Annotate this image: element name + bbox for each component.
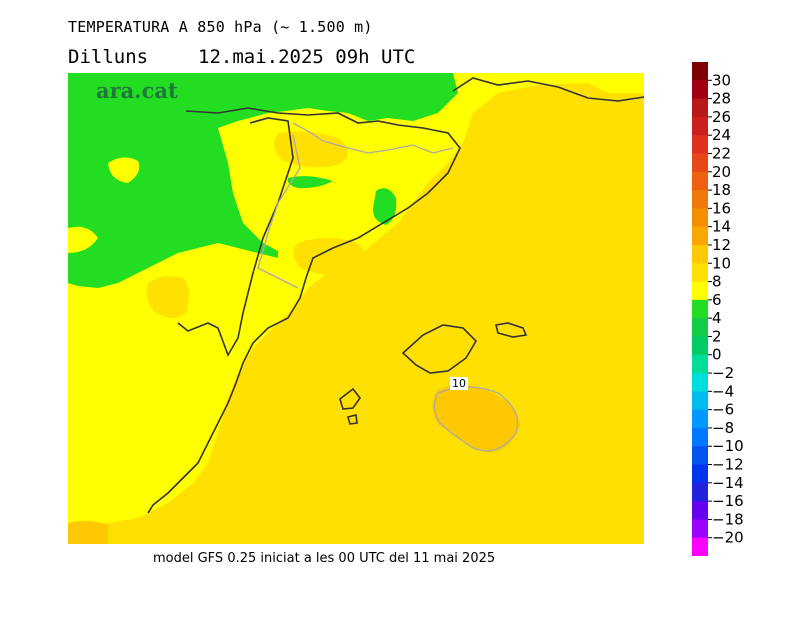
boundary-group xyxy=(257,122,519,452)
legend-swatch xyxy=(692,153,708,173)
legend-swatch xyxy=(692,171,708,191)
legend-label: 14 xyxy=(712,218,731,236)
coastline-group xyxy=(147,77,644,514)
legend-swatch xyxy=(692,244,708,264)
legend-label: −14 xyxy=(712,474,744,492)
legend-swatch xyxy=(692,501,708,520)
contour-label: 10 xyxy=(450,377,468,390)
legend-swatch xyxy=(692,373,708,392)
legend-swatch xyxy=(692,464,708,484)
boundary-line xyxy=(292,122,454,154)
legend-swatch xyxy=(692,336,708,356)
legend-label: 8 xyxy=(712,273,722,291)
legend-label: −6 xyxy=(712,401,734,419)
color-legend: 302826242220181614121086420−2−4−6−8−10−1… xyxy=(692,62,744,556)
legend-label: 24 xyxy=(712,126,731,144)
chart-subtitle: Dilluns 12.mai.2025 09h UTC xyxy=(68,46,415,68)
island-ibiza xyxy=(339,387,361,410)
legend-label: −4 xyxy=(712,382,734,400)
legend-swatch xyxy=(692,318,708,337)
legend-label: 0 xyxy=(712,346,722,364)
legend-label: 6 xyxy=(712,291,722,309)
legend-swatch xyxy=(692,263,708,283)
legend-swatch xyxy=(692,116,708,136)
legend-label: −18 xyxy=(712,510,744,528)
field-orange-patch xyxy=(432,384,520,453)
field-green-region xyxy=(68,73,458,288)
legend-swatch xyxy=(692,226,708,246)
coastline xyxy=(147,107,461,514)
coastline xyxy=(452,77,644,102)
field-green-patch xyxy=(287,176,333,189)
field-yellow-patch xyxy=(68,226,98,253)
datetime-label: 12.mai.2025 09h UTC xyxy=(198,46,416,68)
legend-label: 30 xyxy=(712,71,731,89)
legend-label: 2 xyxy=(712,327,722,345)
temperature-map xyxy=(68,73,644,544)
legend-label: −2 xyxy=(712,364,734,382)
legend-swatch xyxy=(692,135,708,154)
chart-title: TEMPERATURA A 850 hPa (~ 1.500 m) xyxy=(68,18,373,36)
legend-label: 16 xyxy=(712,199,731,217)
border-line xyxy=(177,117,294,357)
contour-line xyxy=(433,386,519,452)
brand-logo: ara.cat xyxy=(96,78,178,103)
legend-swatch xyxy=(692,409,708,429)
field-gold-patch xyxy=(146,276,189,318)
legend-swatch xyxy=(692,190,708,209)
legend-label: 12 xyxy=(712,236,731,254)
legend-label: 20 xyxy=(712,163,731,181)
legend-swatch xyxy=(692,208,708,228)
footer-note: model GFS 0.25 iniciat a les 00 UTC del … xyxy=(153,551,496,566)
legend-label: −8 xyxy=(712,419,734,437)
legend-label: 18 xyxy=(712,181,731,199)
day-label: Dilluns xyxy=(68,46,149,68)
legend-label: 22 xyxy=(712,144,731,162)
legend-label: −10 xyxy=(712,437,744,455)
legend-swatch xyxy=(692,519,708,539)
island-menorca xyxy=(495,322,528,338)
legend-swatch xyxy=(692,446,708,466)
legend-swatch xyxy=(692,391,708,411)
boundary-line xyxy=(257,134,301,289)
field-orange-patch xyxy=(68,520,108,544)
legend-label: 4 xyxy=(712,309,722,327)
field-yellow-patch xyxy=(108,157,140,183)
legend-swatch xyxy=(692,537,708,556)
legend-swatch xyxy=(692,281,708,301)
legend-label: −16 xyxy=(712,492,744,510)
legend-label: −12 xyxy=(712,456,744,474)
legend-swatch xyxy=(692,354,708,374)
legend-swatch xyxy=(692,62,708,81)
field-gold-patch xyxy=(293,238,368,275)
legend-swatch xyxy=(692,299,708,319)
legend-swatch xyxy=(692,482,708,502)
legend-labels: 302826242220181614121086420−2−4−6−8−10−1… xyxy=(708,71,744,547)
legend-swatch xyxy=(692,80,708,100)
legend-label: 26 xyxy=(712,108,731,126)
legend-swatches xyxy=(692,62,708,556)
legend-label: 10 xyxy=(712,254,731,272)
legend-label: 28 xyxy=(712,90,731,108)
legend-swatch xyxy=(692,427,708,447)
island-formentera xyxy=(347,414,358,425)
legend-swatch xyxy=(692,98,708,118)
legend-label: −20 xyxy=(712,529,744,547)
field-green-patch xyxy=(372,188,397,225)
island-mallorca xyxy=(401,324,478,374)
